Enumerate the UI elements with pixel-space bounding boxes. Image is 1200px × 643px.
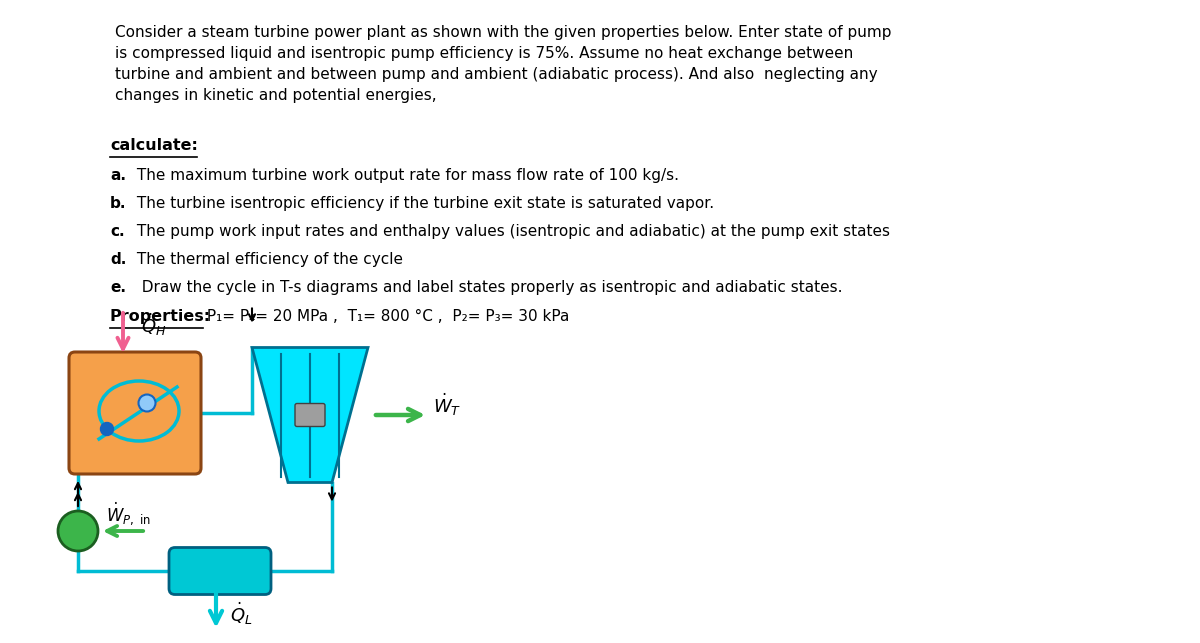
- Text: e.: e.: [110, 280, 126, 295]
- Text: P₁= P₄= 20 MPa ,  T₁= 800 °C ,  P₂= P₃= 30 kPa: P₁= P₄= 20 MPa , T₁= 800 °C , P₂= P₃= 30…: [202, 309, 569, 324]
- Text: calculate:: calculate:: [110, 138, 198, 153]
- Text: $\dot{Q}_H$: $\dot{Q}_H$: [142, 312, 167, 338]
- FancyBboxPatch shape: [169, 547, 271, 595]
- Text: The turbine isentropic efficiency if the turbine exit state is saturated vapor.: The turbine isentropic efficiency if the…: [132, 196, 714, 211]
- Text: The pump work input rates and enthalpy values (isentropic and adiabatic) at the : The pump work input rates and enthalpy v…: [132, 224, 890, 239]
- Text: a.: a.: [110, 168, 126, 183]
- Text: Draw the cycle in T-s diagrams and label states properly as isentropic and adiab: Draw the cycle in T-s diagrams and label…: [132, 280, 842, 295]
- Text: c.: c.: [110, 224, 125, 239]
- FancyBboxPatch shape: [70, 352, 200, 474]
- Text: $\dot{Q}_L$: $\dot{Q}_L$: [230, 601, 253, 627]
- FancyBboxPatch shape: [295, 404, 325, 426]
- Text: Properties:: Properties:: [110, 309, 211, 324]
- Text: $\dot{W}_{P,\ \mathrm{in}}$: $\dot{W}_{P,\ \mathrm{in}}$: [106, 501, 151, 527]
- Text: The thermal efficiency of the cycle: The thermal efficiency of the cycle: [132, 252, 403, 267]
- Text: $\dot{W}_T$: $\dot{W}_T$: [433, 392, 462, 418]
- Text: The maximum turbine work output rate for mass flow rate of 100 kg/s.: The maximum turbine work output rate for…: [132, 168, 679, 183]
- Circle shape: [58, 511, 98, 551]
- Circle shape: [138, 395, 156, 412]
- Text: Consider a steam turbine power plant as shown with the given properties below. E: Consider a steam turbine power plant as …: [115, 25, 892, 103]
- Polygon shape: [252, 347, 368, 482]
- Circle shape: [101, 422, 114, 435]
- Text: d.: d.: [110, 252, 126, 267]
- Text: b.: b.: [110, 196, 126, 211]
